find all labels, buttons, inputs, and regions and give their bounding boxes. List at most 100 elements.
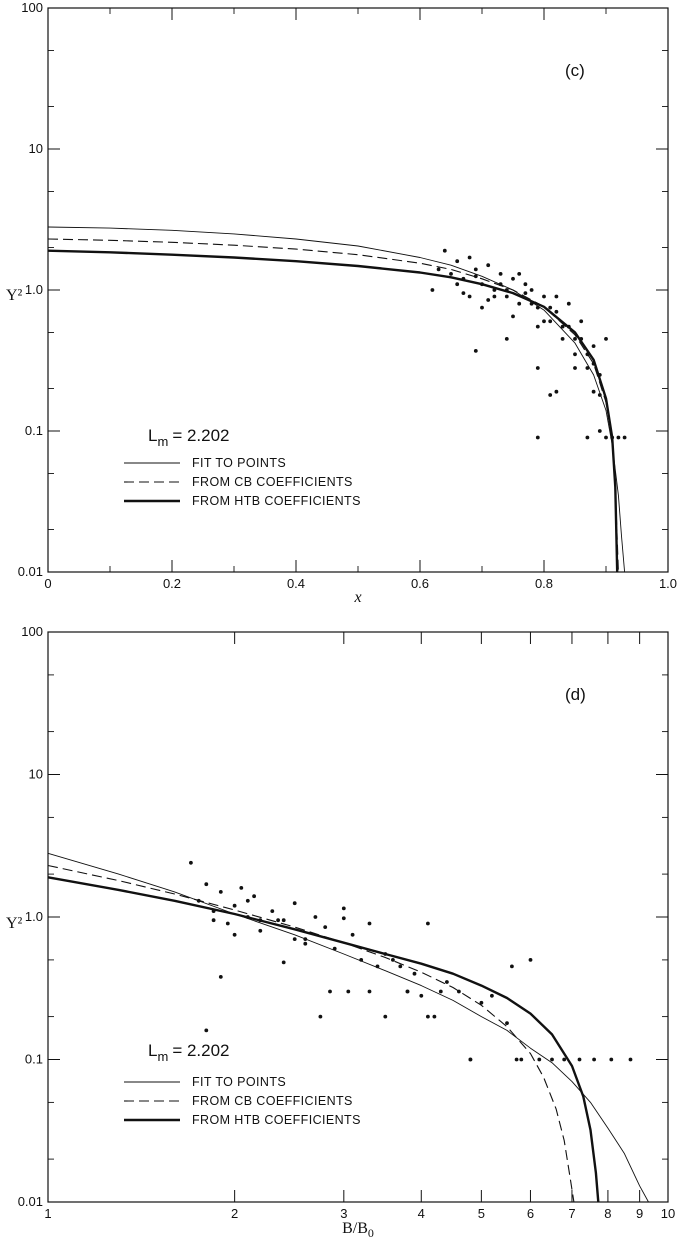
data-point [504,337,509,341]
data-point [438,989,443,994]
data-point [566,301,571,306]
data-point [270,909,275,913]
data-point [548,305,553,310]
data-point [577,1057,582,1062]
data-point [455,282,460,287]
x-tick-label: 1 [44,1206,51,1221]
data-point [548,319,553,324]
data-point [346,989,351,994]
x-tick-label: 0.4 [287,576,305,591]
data-point [597,373,602,377]
curve-thick [47,876,600,1203]
data-point [383,952,388,956]
data-point [232,932,237,937]
curves [47,852,649,1203]
data-point [628,1057,633,1062]
data-point [523,282,528,287]
data-point [328,989,332,994]
x-tick-label: 2 [231,1206,238,1221]
data-point [303,937,308,941]
x-tick-label: 1.0 [659,576,677,591]
data-point [585,435,590,440]
data-point [426,921,430,926]
x-tick-label: 6 [527,1206,534,1221]
data-point [490,993,494,998]
data-point [218,975,223,979]
data-point [225,921,230,926]
data-point [529,288,534,292]
legend-label-cb: FROM CB COEFFICIENTS [192,1094,353,1108]
data-point [245,898,250,903]
data-point [391,958,395,962]
data-point [492,288,497,292]
data-point [359,958,364,962]
data-point [313,915,318,919]
data-point [610,435,615,440]
data-point [258,928,263,933]
axis-tick-labels: 0.01 0.1 1.0 10 100 1 2 3 4 5 6 7 8 9 10 [18,624,676,1221]
data-point [511,276,515,281]
data-point [479,1000,484,1005]
plot-frame [47,7,669,573]
data-point [537,1057,542,1062]
y-axis-title: Y² [6,915,23,932]
data-point [332,946,337,951]
data-point [445,980,449,984]
legend: FIT TO POINTS FROM CB COEFFICIENTS FROM … [124,1075,361,1127]
data-point [461,276,466,281]
data-point [604,435,608,440]
y-tick-label: 0.1 [25,423,43,438]
data-point [498,282,503,287]
data-point [554,389,559,394]
data-point [573,337,577,341]
y-tick-label: 0.01 [18,564,43,579]
data-point [554,309,559,314]
data-point [616,435,621,440]
x-tick-label: 0.2 [163,576,181,591]
data-point [504,294,509,299]
panel-tag: (d) [565,685,586,704]
data-point [517,272,522,276]
data-point [318,1014,323,1019]
data-point [585,366,590,370]
lm-subscript: m [157,434,168,449]
data-point [514,1057,519,1062]
data-point [245,915,250,919]
data-point [232,903,237,908]
data-point [292,901,297,906]
data-point [579,337,584,341]
data-point [430,288,435,292]
data-point [597,429,602,433]
x-axis-title-sub: 0 [368,1226,374,1240]
curves [47,226,626,573]
data-point [622,435,627,440]
svg-text:Lm= 2.202: Lm = 2.202 [148,426,230,449]
data-point [457,989,461,994]
data-point [517,301,522,306]
chart-panel-c: 0.01 0.1 1.0 10 100 0 0.2 0.4 0.6 0.8 1.0 (c) Y² x… [6,0,677,606]
x-axis-title: B/B0 [342,1220,374,1240]
data-point [498,272,503,276]
data-point [480,305,484,310]
data-point [383,1014,388,1019]
y-tick-label: 100 [21,0,43,15]
data-point [398,964,403,969]
legend-label-fit: FIT TO POINTS [192,1075,286,1089]
data-points [430,248,627,440]
y-tick-label: 1.0 [25,282,43,297]
legend-label-htb: FROM HTB COEFFICIENTS [192,1113,361,1127]
data-point [591,344,596,348]
data-point [480,282,484,287]
data-point [405,989,410,994]
data-point [609,1057,614,1062]
y-tick-label: 0.1 [25,1052,43,1067]
svg-text:Lm= 2.202: Lm = 2.202 [148,1041,230,1064]
data-point [252,894,256,899]
data-point [604,337,608,341]
data-point [341,916,346,921]
data-point [504,288,509,292]
data-point [560,324,565,329]
data-point [573,352,577,357]
data-point [505,1021,509,1025]
